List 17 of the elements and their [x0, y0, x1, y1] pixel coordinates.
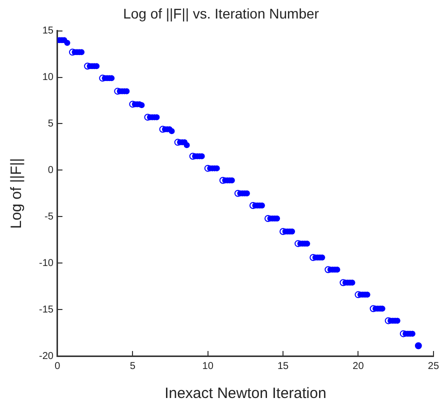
x-tick-label: 5: [130, 360, 136, 372]
y-tick-label: -15: [39, 304, 54, 316]
chart-title: Log of ||F|| vs. Iteration Number: [123, 5, 320, 22]
y-tick-label: -5: [44, 211, 54, 222]
y-tick-label: -10: [39, 258, 54, 269]
y-tick-label: -20: [39, 350, 54, 362]
x-tick-label: 10: [202, 360, 214, 372]
y-tick-label: 5: [48, 118, 54, 130]
x-tick-label: 25: [428, 360, 440, 372]
x-tick-label: 15: [277, 360, 290, 372]
y-axis-title: Log of ||F||: [8, 158, 26, 229]
y-tick-label: 15: [42, 26, 54, 37]
y-tick-label: 0: [48, 164, 54, 176]
x-tick-label: 0: [54, 360, 61, 372]
y-tick-label: 10: [42, 72, 54, 84]
x-tick-label: 20: [352, 360, 364, 372]
x-axis-title: Inexact Newton Iteration: [164, 385, 326, 402]
